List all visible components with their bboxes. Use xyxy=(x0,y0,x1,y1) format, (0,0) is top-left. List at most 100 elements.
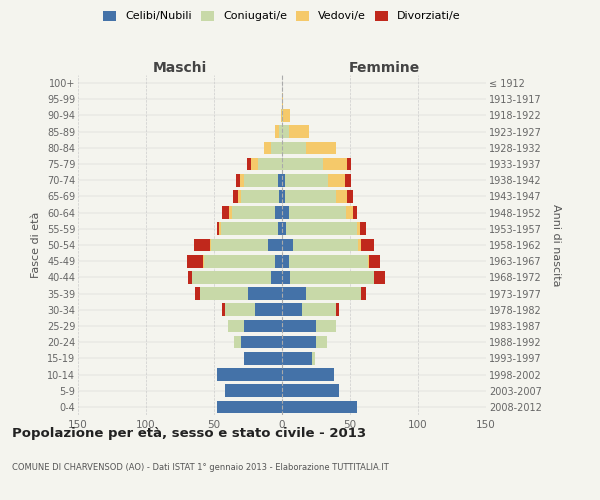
Bar xyxy=(255,304,282,316)
Bar xyxy=(278,174,282,186)
Bar xyxy=(353,206,357,219)
Bar xyxy=(281,109,282,122)
Bar xyxy=(188,271,192,283)
Bar xyxy=(282,222,286,235)
Bar xyxy=(222,304,225,316)
Bar xyxy=(279,126,282,138)
Bar xyxy=(275,126,279,138)
Bar xyxy=(247,158,251,170)
Bar xyxy=(282,190,285,202)
Bar xyxy=(285,190,337,202)
Bar xyxy=(238,190,241,202)
Bar xyxy=(203,255,205,268)
Bar xyxy=(357,222,359,235)
Bar xyxy=(289,126,309,138)
Bar xyxy=(361,288,367,300)
Bar xyxy=(282,109,283,122)
Bar xyxy=(271,271,282,283)
Bar xyxy=(217,368,282,381)
Bar xyxy=(251,158,257,170)
Bar xyxy=(344,174,352,186)
Bar xyxy=(195,288,200,300)
Bar xyxy=(302,304,337,316)
Text: COMUNE DI CHARVENSOD (AO) - Dati ISTAT 1° gennaio 2013 - Elaborazione TUTTITALIA: COMUNE DI CHARVENSOD (AO) - Dati ISTAT 1… xyxy=(12,462,389,471)
Bar xyxy=(229,206,232,219)
Bar xyxy=(282,271,290,283)
Bar xyxy=(282,158,323,170)
Bar xyxy=(192,271,271,283)
Bar xyxy=(289,206,346,219)
Bar xyxy=(307,142,337,154)
Bar xyxy=(347,158,352,170)
Bar xyxy=(282,336,316,348)
Bar xyxy=(282,368,334,381)
Bar xyxy=(187,255,203,268)
Text: Popolazione per età, sesso e stato civile - 2013: Popolazione per età, sesso e stato civil… xyxy=(12,428,366,440)
Bar xyxy=(227,320,244,332)
Bar xyxy=(289,255,368,268)
Bar xyxy=(241,190,279,202)
Bar xyxy=(244,320,282,332)
Bar xyxy=(316,320,337,332)
Y-axis label: Fasce di età: Fasce di età xyxy=(31,212,41,278)
Bar xyxy=(312,352,314,364)
Bar xyxy=(368,255,369,268)
Bar xyxy=(282,126,289,138)
Bar xyxy=(286,222,357,235)
Bar xyxy=(217,222,220,235)
Bar xyxy=(232,206,275,219)
Bar xyxy=(282,400,357,413)
Bar xyxy=(200,288,248,300)
Bar xyxy=(225,304,255,316)
Bar xyxy=(358,238,361,252)
Bar xyxy=(268,238,282,252)
Bar xyxy=(221,222,278,235)
Bar xyxy=(359,222,367,235)
Y-axis label: Anni di nascita: Anni di nascita xyxy=(551,204,561,286)
Bar xyxy=(265,142,271,154)
Bar xyxy=(244,352,282,364)
Bar xyxy=(282,304,302,316)
Bar xyxy=(275,206,282,219)
Bar xyxy=(211,238,268,252)
Legend: Celibi/Nubili, Coniugati/e, Vedovi/e, Divorziati/e: Celibi/Nubili, Coniugati/e, Vedovi/e, Di… xyxy=(103,10,461,22)
Bar xyxy=(248,288,282,300)
Bar xyxy=(282,174,285,186)
Bar xyxy=(275,255,282,268)
Bar xyxy=(210,238,211,252)
Bar xyxy=(271,142,282,154)
Bar xyxy=(220,222,221,235)
Bar xyxy=(328,174,344,186)
Bar xyxy=(282,320,316,332)
Bar xyxy=(257,158,282,170)
Bar xyxy=(282,93,283,106)
Bar xyxy=(244,174,278,186)
Bar xyxy=(278,222,282,235)
Bar xyxy=(217,400,282,413)
Bar xyxy=(346,206,353,219)
Bar xyxy=(241,336,282,348)
Bar xyxy=(282,352,312,364)
Bar xyxy=(347,190,353,202)
Bar xyxy=(194,238,210,252)
Bar xyxy=(282,384,339,397)
Bar xyxy=(293,238,358,252)
Bar xyxy=(282,142,307,154)
Bar xyxy=(283,109,290,122)
Bar xyxy=(316,336,327,348)
Bar xyxy=(222,206,229,219)
Bar xyxy=(323,158,347,170)
Bar xyxy=(233,190,238,202)
Text: Maschi: Maschi xyxy=(153,61,207,75)
Bar xyxy=(282,206,289,219)
Bar xyxy=(307,288,361,300)
Bar xyxy=(235,336,241,348)
Bar xyxy=(282,288,307,300)
Bar xyxy=(236,174,240,186)
Bar xyxy=(290,271,374,283)
Bar xyxy=(369,255,380,268)
Bar xyxy=(282,238,293,252)
Bar xyxy=(282,255,289,268)
Bar xyxy=(337,190,347,202)
Bar xyxy=(361,238,374,252)
